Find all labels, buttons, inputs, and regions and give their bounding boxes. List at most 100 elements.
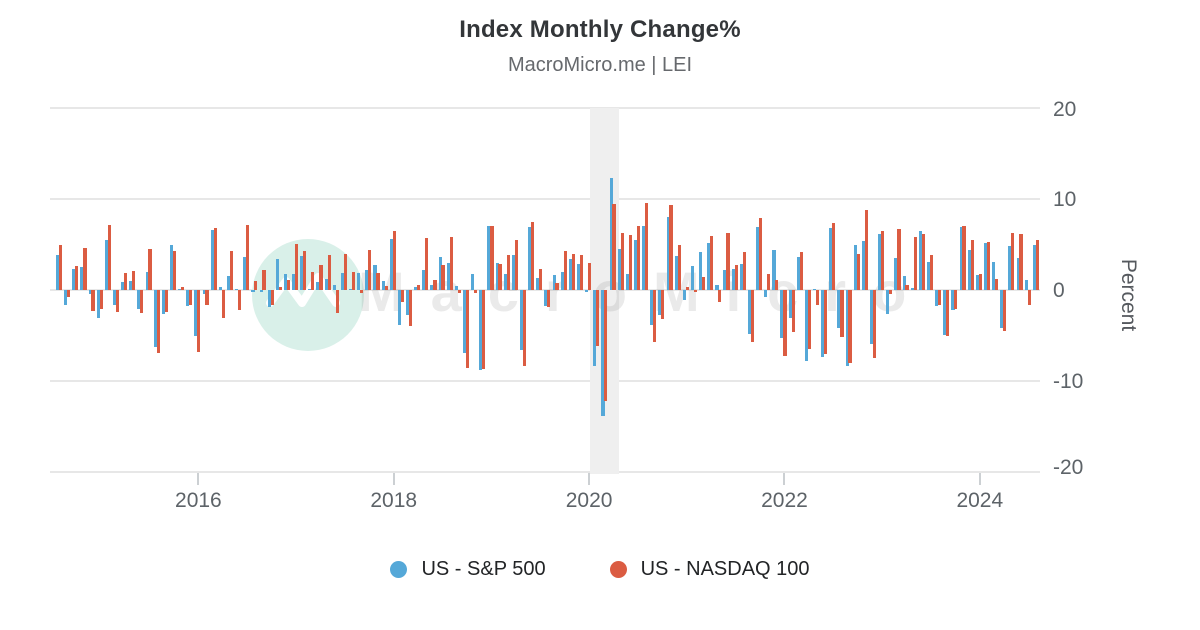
bar-nasdaq100-2016-03[interactable] xyxy=(213,228,217,290)
bar-sp500-2018-02[interactable] xyxy=(397,290,402,326)
bar-nasdaq100-2024-07[interactable] xyxy=(1027,290,1031,305)
bar-sp500-2024-08[interactable] xyxy=(1032,244,1036,290)
bar-sp500-2021-02[interactable] xyxy=(690,266,695,290)
bar-sp500-2021-12[interactable] xyxy=(772,249,776,290)
bar-nasdaq100-2023-10[interactable] xyxy=(954,290,958,310)
bar-nasdaq100-2022-07[interactable] xyxy=(832,222,836,290)
bar-sp500-2023-01[interactable] xyxy=(878,233,882,290)
bar-nasdaq100-2023-03[interactable] xyxy=(897,229,901,290)
bar-sp500-2024-02[interactable] xyxy=(983,242,988,290)
bar-sp500-2023-06[interactable] xyxy=(918,230,923,290)
bar-nasdaq100-2016-09[interactable] xyxy=(262,269,266,290)
bar-nasdaq100-2018-02[interactable] xyxy=(400,290,404,302)
bar-sp500-2015-08[interactable] xyxy=(153,290,157,348)
bar-nasdaq100-2016-02[interactable] xyxy=(205,290,209,305)
bar-nasdaq100-2015-01[interactable] xyxy=(99,290,103,310)
bar-sp500-2019-09[interactable] xyxy=(552,274,556,290)
bar-nasdaq100-2018-03[interactable] xyxy=(408,290,413,327)
bar-nasdaq100-2015-07[interactable] xyxy=(148,249,152,290)
bar-sp500-2024-06[interactable] xyxy=(1016,258,1020,290)
bar-nasdaq100-2024-02[interactable] xyxy=(986,241,991,290)
bar-nasdaq100-2018-08[interactable] xyxy=(449,237,453,290)
bar-sp500-2023-09[interactable] xyxy=(943,290,947,335)
bar-nasdaq100-2020-09[interactable] xyxy=(653,290,657,342)
bar-nasdaq100-2021-04[interactable] xyxy=(710,236,714,290)
bar-nasdaq100-2015-02[interactable] xyxy=(107,225,111,290)
bar-nasdaq100-2020-03[interactable] xyxy=(604,290,608,402)
bar-nasdaq100-2021-06[interactable] xyxy=(726,232,730,290)
bar-sp500-2016-03[interactable] xyxy=(210,229,214,290)
bar-sp500-2015-01[interactable] xyxy=(96,290,100,319)
bar-sp500-2024-03[interactable] xyxy=(992,261,996,290)
bar-sp500-2024-05[interactable] xyxy=(1008,246,1012,290)
bar-sp500-2020-04[interactable] xyxy=(609,178,613,290)
legend-item-nasdaq100[interactable]: US - NASDAQ 100 xyxy=(609,558,810,581)
bar-sp500-2021-04[interactable] xyxy=(707,242,711,290)
bar-nasdaq100-2020-08[interactable] xyxy=(644,202,649,290)
bar-sp500-2022-02[interactable] xyxy=(788,290,792,319)
bar-nasdaq100-2018-05[interactable] xyxy=(425,238,429,290)
bar-sp500-2016-06[interactable] xyxy=(235,288,239,290)
bar-sp500-2017-01[interactable] xyxy=(292,273,296,290)
bar-nasdaq100-2017-10[interactable] xyxy=(368,249,372,290)
bar-sp500-2020-08[interactable] xyxy=(642,226,646,290)
bar-sp500-2016-11[interactable] xyxy=(275,259,279,290)
bar-sp500-2021-07[interactable] xyxy=(731,269,735,290)
bar-sp500-2018-08[interactable] xyxy=(446,262,450,290)
bar-sp500-2017-07[interactable] xyxy=(340,272,345,290)
bar-sp500-2019-01[interactable] xyxy=(487,226,491,290)
bar-nasdaq100-2020-05[interactable] xyxy=(620,232,624,290)
bar-nasdaq100-2017-03[interactable] xyxy=(311,271,315,290)
bar-nasdaq100-2019-09[interactable] xyxy=(555,282,559,290)
bar-nasdaq100-2018-09[interactable] xyxy=(457,290,461,293)
bar-nasdaq100-2024-05[interactable] xyxy=(1011,232,1015,290)
bar-sp500-2022-06[interactable] xyxy=(821,290,825,358)
bar-nasdaq100-2017-02[interactable] xyxy=(303,250,307,290)
bar-nasdaq100-2016-10[interactable] xyxy=(270,290,274,305)
bar-nasdaq100-2016-01[interactable] xyxy=(197,290,201,352)
bar-sp500-2018-10[interactable] xyxy=(463,290,467,353)
bar-sp500-2020-09[interactable] xyxy=(650,290,654,326)
bar-sp500-2023-05[interactable] xyxy=(910,288,914,290)
bar-nasdaq100-2020-10[interactable] xyxy=(661,290,665,320)
bar-nasdaq100-2023-08[interactable] xyxy=(938,290,942,305)
bar-nasdaq100-2016-05[interactable] xyxy=(229,250,234,290)
bar-nasdaq100-2018-06[interactable] xyxy=(433,279,437,290)
bar-nasdaq100-2017-04[interactable] xyxy=(319,265,323,290)
bar-sp500-2017-08[interactable] xyxy=(349,288,353,290)
bar-sp500-2014-11[interactable] xyxy=(80,267,84,290)
bar-nasdaq100-2020-11[interactable] xyxy=(669,205,673,290)
bar-nasdaq100-2020-06[interactable] xyxy=(628,235,632,290)
bar-sp500-2020-11[interactable] xyxy=(666,217,670,290)
bar-sp500-2023-07[interactable] xyxy=(926,261,931,290)
bar-sp500-2020-01[interactable] xyxy=(585,290,589,292)
bar-nasdaq100-2023-04[interactable] xyxy=(905,285,909,290)
bar-sp500-2015-03[interactable] xyxy=(112,290,117,306)
bar-sp500-2015-11[interactable] xyxy=(178,288,182,290)
bar-nasdaq100-2018-10[interactable] xyxy=(465,290,470,369)
bar-nasdaq100-2024-06[interactable] xyxy=(1019,233,1023,290)
bar-nasdaq100-2024-01[interactable] xyxy=(978,273,982,290)
bar-sp500-2016-05[interactable] xyxy=(226,276,231,290)
bar-nasdaq100-2021-02[interactable] xyxy=(693,290,697,292)
bar-nasdaq100-2022-04[interactable] xyxy=(807,290,811,350)
bar-nasdaq100-2022-08[interactable] xyxy=(840,290,844,338)
bar-sp500-2016-08[interactable] xyxy=(251,290,255,292)
bar-sp500-2017-05[interactable] xyxy=(324,279,328,290)
bar-nasdaq100-2018-01[interactable] xyxy=(392,230,396,290)
bar-sp500-2017-03[interactable] xyxy=(308,288,312,290)
bar-sp500-2023-10[interactable] xyxy=(951,290,955,311)
bar-nasdaq100-2021-01[interactable] xyxy=(685,287,689,290)
bar-nasdaq100-2022-03[interactable] xyxy=(799,251,803,290)
bar-sp500-2018-04[interactable] xyxy=(414,287,418,290)
bar-sp500-2014-08[interactable] xyxy=(56,255,60,290)
bar-sp500-2018-05[interactable] xyxy=(422,269,426,290)
bar-sp500-2020-02[interactable] xyxy=(593,290,597,367)
bar-sp500-2020-05[interactable] xyxy=(617,249,621,290)
bar-nasdaq100-2019-06[interactable] xyxy=(531,221,535,290)
bar-nasdaq100-2022-12[interactable] xyxy=(872,290,877,359)
bar-sp500-2019-10[interactable] xyxy=(560,271,564,290)
bar-nasdaq100-2014-09[interactable] xyxy=(67,290,71,298)
bar-sp500-2024-01[interactable] xyxy=(975,275,979,290)
bar-nasdaq100-2023-01[interactable] xyxy=(881,230,885,290)
